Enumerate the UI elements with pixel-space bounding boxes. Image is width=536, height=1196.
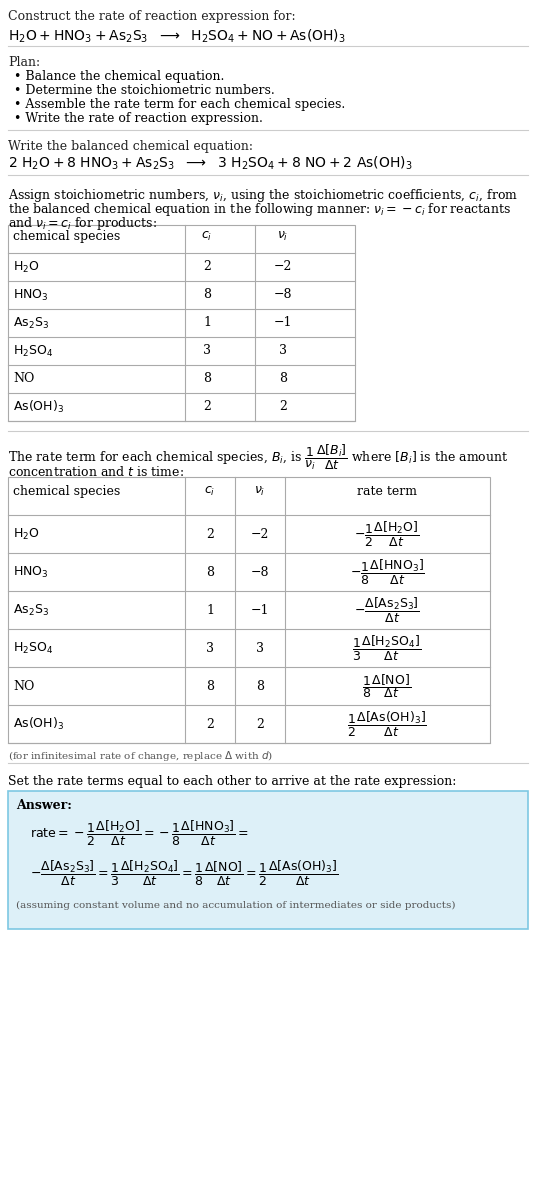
Text: $c_i$: $c_i$: [202, 230, 213, 243]
Text: • Determine the stoichiometric numbers.: • Determine the stoichiometric numbers.: [14, 84, 275, 97]
Text: 3: 3: [206, 641, 214, 654]
Text: 8: 8: [256, 679, 264, 692]
Text: $\mathrm{HNO_3}$: $\mathrm{HNO_3}$: [13, 287, 49, 303]
Text: $-\dfrac{1}{8}\dfrac{\Delta[\mathrm{HNO_3}]}{\Delta t}$: $-\dfrac{1}{8}\dfrac{\Delta[\mathrm{HNO_…: [349, 557, 425, 586]
Text: $\mathrm{As_2S_3}$: $\mathrm{As_2S_3}$: [13, 603, 49, 617]
Text: 1: 1: [206, 604, 214, 616]
FancyBboxPatch shape: [8, 791, 528, 929]
Text: 8: 8: [203, 372, 211, 385]
Text: $\mathrm{As(OH)_3}$: $\mathrm{As(OH)_3}$: [13, 716, 64, 732]
Text: 2: 2: [256, 718, 264, 731]
Text: 8: 8: [206, 566, 214, 579]
Text: 2: 2: [206, 718, 214, 731]
Text: chemical species: chemical species: [13, 486, 120, 498]
Text: NO: NO: [13, 372, 34, 385]
Text: $\nu_i$: $\nu_i$: [277, 230, 289, 243]
Text: −1: −1: [274, 317, 292, 330]
Text: $\dfrac{1}{3}\dfrac{\Delta[\mathrm{H_2SO_4}]}{\Delta t}$: $\dfrac{1}{3}\dfrac{\Delta[\mathrm{H_2SO…: [353, 634, 421, 663]
Text: $c_i$: $c_i$: [204, 486, 215, 498]
Text: Plan:: Plan:: [8, 56, 40, 69]
Text: and $\nu_i = c_i$ for products:: and $\nu_i = c_i$ for products:: [8, 215, 157, 232]
Text: 8: 8: [203, 288, 211, 301]
Text: −8: −8: [251, 566, 269, 579]
Text: $-\dfrac{\Delta[\mathrm{As_2S_3}]}{\Delta t}$: $-\dfrac{\Delta[\mathrm{As_2S_3}]}{\Delt…: [354, 596, 420, 624]
Text: The rate term for each chemical species, $B_i$, is $\dfrac{1}{\nu_i}\dfrac{\Delt: The rate term for each chemical species,…: [8, 443, 509, 472]
Text: 2: 2: [203, 401, 211, 414]
Text: $\mathrm{H_2O + HNO_3 + As_2S_3}$  $\longrightarrow$  $\mathrm{H_2SO_4 + NO + As: $\mathrm{H_2O + HNO_3 + As_2S_3}$ $\long…: [8, 28, 346, 45]
Text: $-\dfrac{\Delta[\mathrm{As_2S_3}]}{\Delta t}= \dfrac{1}{3}\dfrac{\Delta[\mathrm{: $-\dfrac{\Delta[\mathrm{As_2S_3}]}{\Delt…: [30, 859, 339, 887]
Text: 8: 8: [206, 679, 214, 692]
Text: $\mathrm{H_2SO_4}$: $\mathrm{H_2SO_4}$: [13, 343, 53, 359]
Text: concentration and $t$ is time:: concentration and $t$ is time:: [8, 465, 184, 480]
Text: NO: NO: [13, 679, 34, 692]
Text: $\mathrm{As(OH)_3}$: $\mathrm{As(OH)_3}$: [13, 399, 64, 415]
Text: $\mathrm{H_2O}$: $\mathrm{H_2O}$: [13, 260, 40, 275]
Text: 3: 3: [279, 344, 287, 358]
Text: $\mathrm{H_2O}$: $\mathrm{H_2O}$: [13, 526, 40, 542]
FancyBboxPatch shape: [8, 225, 355, 421]
Text: 2: 2: [206, 527, 214, 541]
Text: −2: −2: [274, 261, 292, 274]
Text: 3: 3: [256, 641, 264, 654]
Text: • Write the rate of reaction expression.: • Write the rate of reaction expression.: [14, 112, 263, 126]
Text: $-\dfrac{1}{2}\dfrac{\Delta[\mathrm{H_2O}]}{\Delta t}$: $-\dfrac{1}{2}\dfrac{\Delta[\mathrm{H_2O…: [354, 519, 420, 549]
Text: $\dfrac{1}{8}\dfrac{\Delta[\mathrm{NO}]}{\Delta t}$: $\dfrac{1}{8}\dfrac{\Delta[\mathrm{NO}]}…: [362, 672, 412, 700]
Text: Construct the rate of reaction expression for:: Construct the rate of reaction expressio…: [8, 10, 296, 23]
Text: $\mathrm{As_2S_3}$: $\mathrm{As_2S_3}$: [13, 316, 49, 330]
Text: 2: 2: [203, 261, 211, 274]
Text: $\mathrm{H_2SO_4}$: $\mathrm{H_2SO_4}$: [13, 640, 53, 655]
Text: • Balance the chemical equation.: • Balance the chemical equation.: [14, 71, 225, 83]
Text: −1: −1: [251, 604, 269, 616]
Text: chemical species: chemical species: [13, 230, 120, 243]
Text: Write the balanced chemical equation:: Write the balanced chemical equation:: [8, 140, 253, 153]
Text: $\nu_i$: $\nu_i$: [254, 486, 266, 498]
Text: $\mathrm{HNO_3}$: $\mathrm{HNO_3}$: [13, 565, 49, 580]
Text: Answer:: Answer:: [16, 799, 72, 812]
Text: Set the rate terms equal to each other to arrive at the rate expression:: Set the rate terms equal to each other t…: [8, 775, 456, 788]
Text: −8: −8: [274, 288, 292, 301]
Text: 8: 8: [279, 372, 287, 385]
Text: (assuming constant volume and no accumulation of intermediates or side products): (assuming constant volume and no accumul…: [16, 901, 456, 910]
Text: Assign stoichiometric numbers, $\nu_i$, using the stoichiometric coefficients, $: Assign stoichiometric numbers, $\nu_i$, …: [8, 187, 518, 205]
Text: $\mathrm{rate} = -\dfrac{1}{2}\dfrac{\Delta[\mathrm{H_2O}]}{\Delta t}= -\dfrac{1: $\mathrm{rate} = -\dfrac{1}{2}\dfrac{\De…: [30, 819, 249, 848]
Text: 2: 2: [279, 401, 287, 414]
Text: the balanced chemical equation in the following manner: $\nu_i = -c_i$ for react: the balanced chemical equation in the fo…: [8, 201, 511, 218]
Text: rate term: rate term: [357, 486, 417, 498]
Text: $\mathrm{2\ H_2O + 8\ HNO_3 + As_2S_3}$  $\longrightarrow$  $\mathrm{3\ H_2SO_4 : $\mathrm{2\ H_2O + 8\ HNO_3 + As_2S_3}$ …: [8, 155, 413, 172]
Text: 1: 1: [203, 317, 211, 330]
Text: (for infinitesimal rate of change, replace $\Delta$ with $d$): (for infinitesimal rate of change, repla…: [8, 749, 273, 763]
Text: −2: −2: [251, 527, 269, 541]
FancyBboxPatch shape: [8, 477, 490, 743]
Text: • Assemble the rate term for each chemical species.: • Assemble the rate term for each chemic…: [14, 98, 345, 111]
Text: 3: 3: [203, 344, 211, 358]
Text: $\dfrac{1}{2}\dfrac{\Delta[\mathrm{As(OH)_3}]}{\Delta t}$: $\dfrac{1}{2}\dfrac{\Delta[\mathrm{As(OH…: [347, 709, 427, 738]
